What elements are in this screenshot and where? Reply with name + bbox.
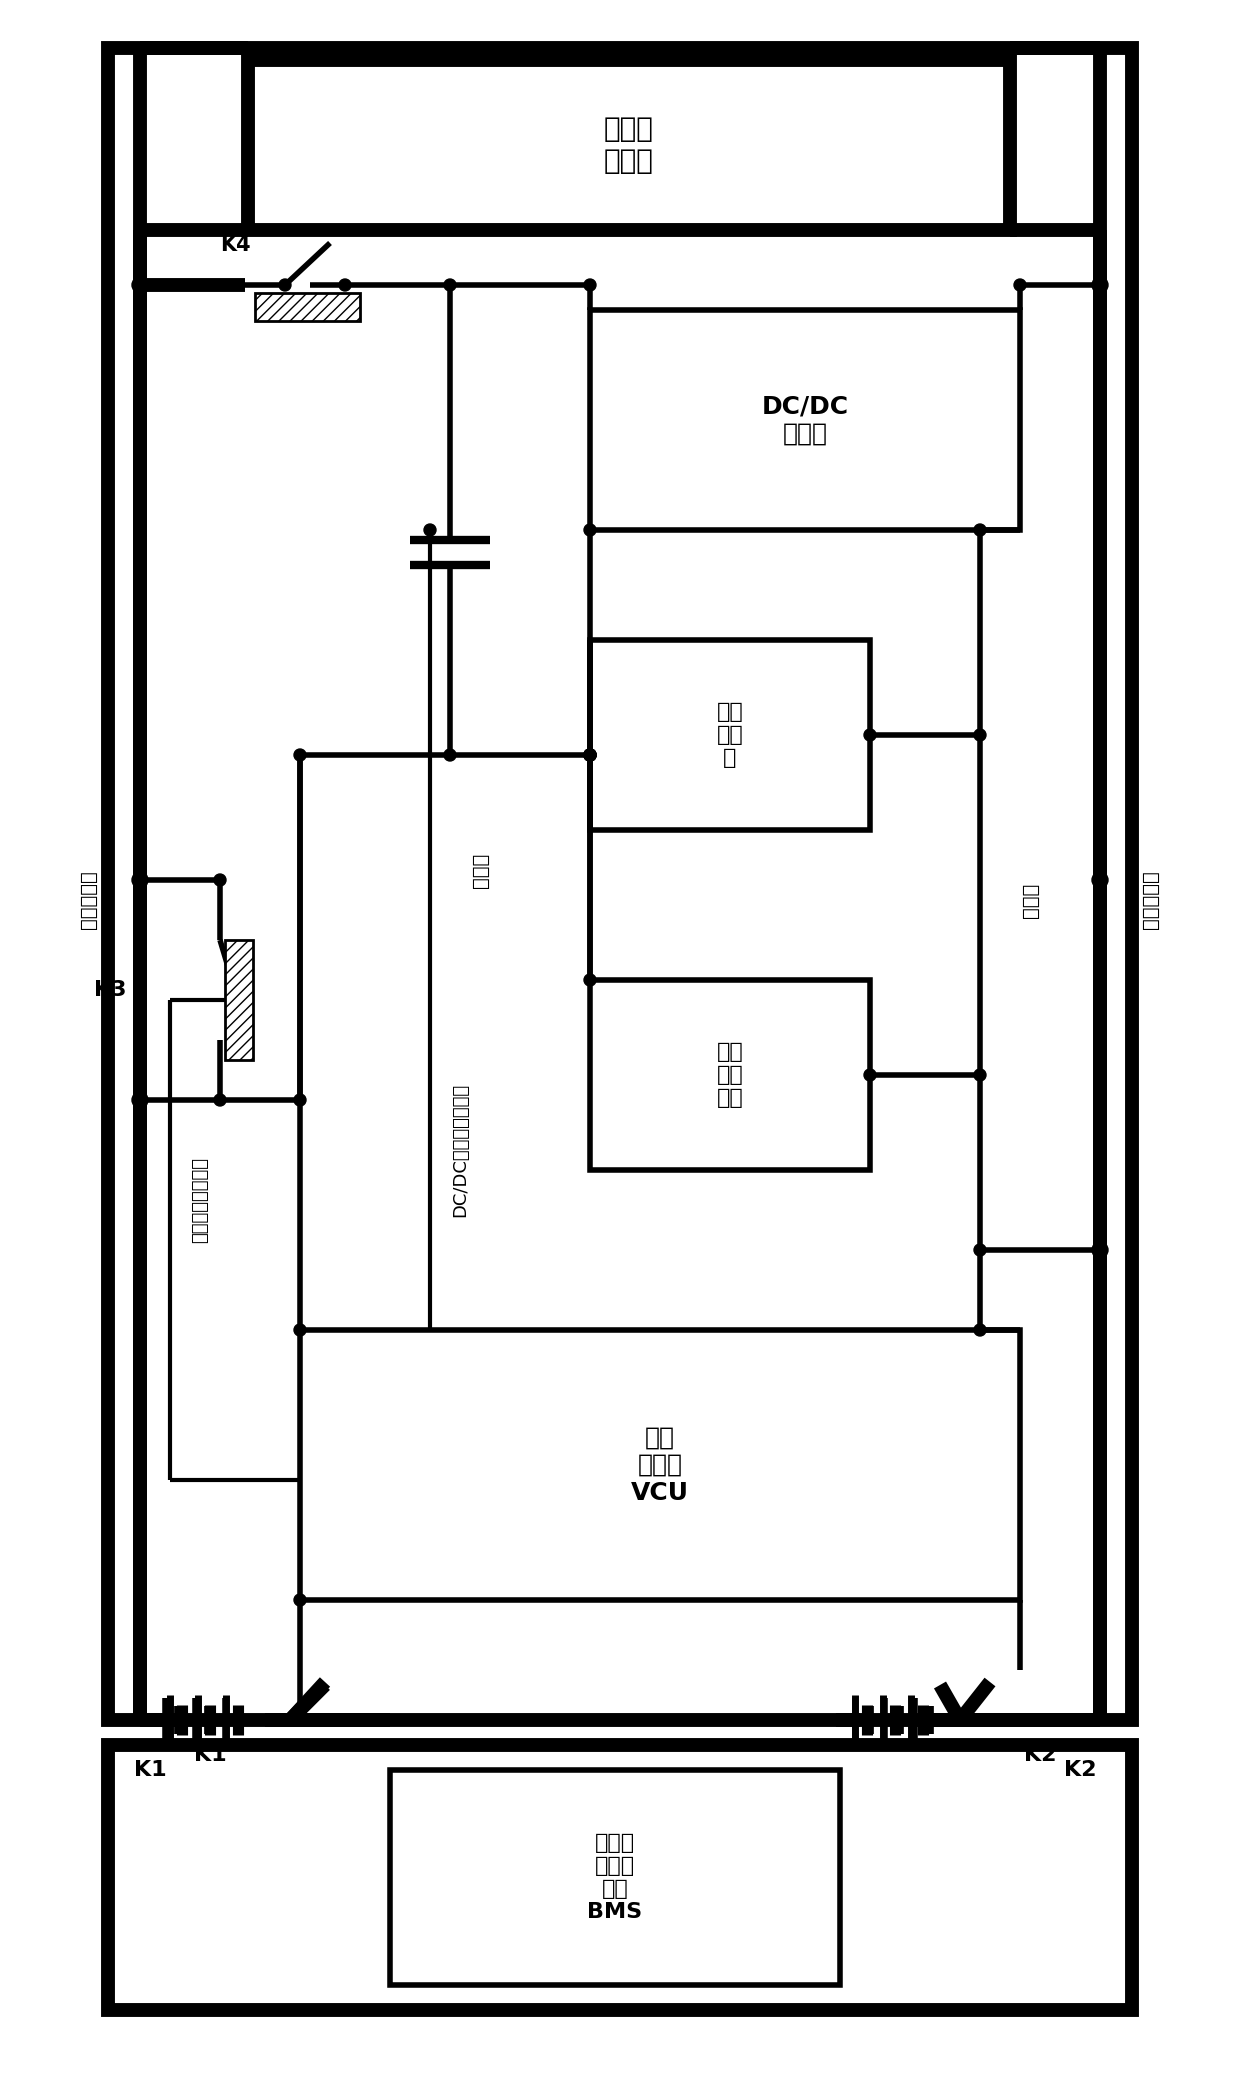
Circle shape	[584, 280, 596, 292]
Text: 低压
用电
电器: 低压 用电 电器	[717, 1041, 743, 1108]
Text: 主继电器控制信号: 主继电器控制信号	[191, 1158, 210, 1243]
Circle shape	[584, 749, 596, 761]
Text: K1: K1	[134, 1761, 166, 1779]
Circle shape	[294, 749, 306, 761]
Circle shape	[215, 1093, 226, 1106]
Circle shape	[864, 1068, 875, 1081]
Bar	[255, 292, 360, 321]
Bar	[108, 1746, 1132, 2011]
Circle shape	[973, 1325, 986, 1335]
Bar	[590, 311, 1021, 530]
Circle shape	[424, 524, 436, 536]
Text: K1: K1	[193, 1746, 227, 1765]
Circle shape	[131, 1091, 148, 1108]
Circle shape	[294, 1093, 306, 1106]
Bar	[391, 1771, 839, 1986]
Circle shape	[973, 1068, 986, 1081]
Text: K4: K4	[219, 236, 250, 254]
Text: DC/DC继电器控制信号: DC/DC继电器控制信号	[451, 1083, 469, 1216]
Text: 高压用
电设备: 高压用 电设备	[604, 115, 653, 175]
Bar	[248, 60, 1011, 229]
Circle shape	[973, 1243, 986, 1256]
Text: 动力电
池管理
系统
BMS: 动力电 池管理 系统 BMS	[588, 1834, 642, 1923]
Bar	[590, 640, 870, 830]
Circle shape	[1014, 280, 1025, 292]
Text: K2: K2	[1024, 1746, 1056, 1765]
Bar	[224, 941, 253, 1060]
Circle shape	[584, 749, 596, 761]
Text: 高压负母线: 高压负母线	[1141, 870, 1159, 930]
Circle shape	[584, 749, 596, 761]
Circle shape	[294, 1325, 306, 1335]
Circle shape	[131, 872, 148, 889]
Circle shape	[1092, 277, 1109, 292]
Circle shape	[444, 749, 456, 761]
Circle shape	[1092, 872, 1109, 889]
Circle shape	[444, 280, 456, 292]
Circle shape	[339, 280, 351, 292]
Circle shape	[131, 277, 148, 292]
Circle shape	[584, 749, 596, 761]
Text: K3: K3	[94, 980, 126, 999]
Text: 低压
蓄电
池: 低压 蓄电 池	[717, 701, 743, 768]
Text: 低压正: 低压正	[1021, 882, 1039, 918]
Circle shape	[294, 1594, 306, 1606]
Bar	[108, 48, 1132, 1721]
Text: 低压负: 低压负	[470, 853, 490, 889]
Circle shape	[1092, 1241, 1109, 1258]
Circle shape	[584, 974, 596, 987]
Circle shape	[584, 749, 596, 761]
Bar	[300, 1331, 1021, 1600]
Text: 整车
控制器
VCU: 整车 控制器 VCU	[631, 1425, 689, 1504]
Text: K2: K2	[1064, 1761, 1096, 1779]
Circle shape	[584, 524, 596, 536]
Text: 高压正母线: 高压正母线	[78, 870, 98, 930]
Circle shape	[864, 728, 875, 741]
Circle shape	[973, 728, 986, 741]
Circle shape	[973, 524, 986, 536]
Bar	[590, 980, 870, 1170]
Circle shape	[215, 874, 226, 887]
Text: DC/DC
转换器: DC/DC 转换器	[761, 394, 848, 446]
Circle shape	[584, 749, 596, 761]
Circle shape	[279, 280, 291, 292]
